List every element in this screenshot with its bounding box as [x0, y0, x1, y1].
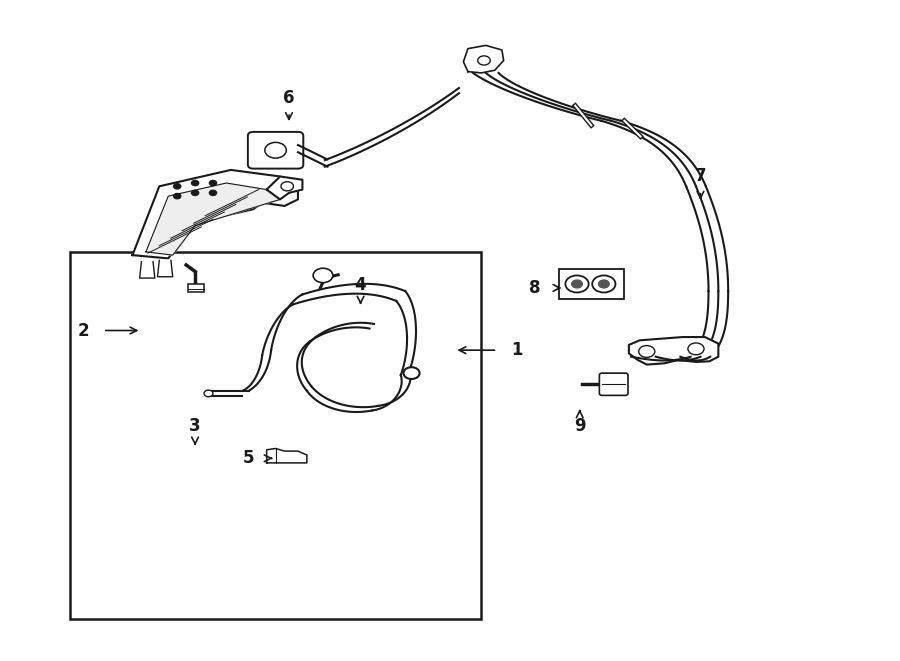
Circle shape — [174, 194, 181, 199]
Text: 5: 5 — [243, 449, 255, 467]
FancyBboxPatch shape — [248, 132, 303, 169]
Bar — [188, 284, 204, 292]
Polygon shape — [140, 262, 155, 278]
Circle shape — [478, 56, 491, 65]
Text: 1: 1 — [511, 341, 523, 359]
Circle shape — [192, 180, 199, 186]
Polygon shape — [146, 183, 280, 255]
Circle shape — [592, 276, 616, 292]
Polygon shape — [158, 260, 173, 277]
Circle shape — [192, 190, 199, 196]
Text: 3: 3 — [189, 416, 201, 434]
Circle shape — [265, 142, 286, 158]
Circle shape — [572, 280, 582, 288]
Polygon shape — [629, 337, 718, 365]
Circle shape — [565, 276, 589, 292]
Text: 8: 8 — [529, 279, 541, 297]
Text: 2: 2 — [77, 321, 89, 340]
Polygon shape — [132, 170, 298, 258]
Text: 7: 7 — [695, 167, 707, 186]
Circle shape — [639, 346, 655, 358]
Text: 6: 6 — [284, 89, 294, 107]
Text: 9: 9 — [574, 416, 586, 434]
Circle shape — [210, 190, 217, 196]
Circle shape — [281, 182, 293, 191]
Polygon shape — [464, 46, 504, 73]
Circle shape — [403, 368, 419, 379]
Circle shape — [210, 180, 217, 186]
Circle shape — [204, 390, 213, 397]
Circle shape — [688, 343, 704, 355]
Text: 4: 4 — [355, 276, 366, 293]
Bar — [70, 252, 482, 619]
Polygon shape — [266, 448, 307, 463]
Bar — [559, 269, 624, 299]
Polygon shape — [266, 176, 302, 200]
Circle shape — [598, 280, 609, 288]
FancyBboxPatch shape — [599, 373, 628, 395]
Circle shape — [174, 184, 181, 189]
Circle shape — [313, 268, 333, 283]
